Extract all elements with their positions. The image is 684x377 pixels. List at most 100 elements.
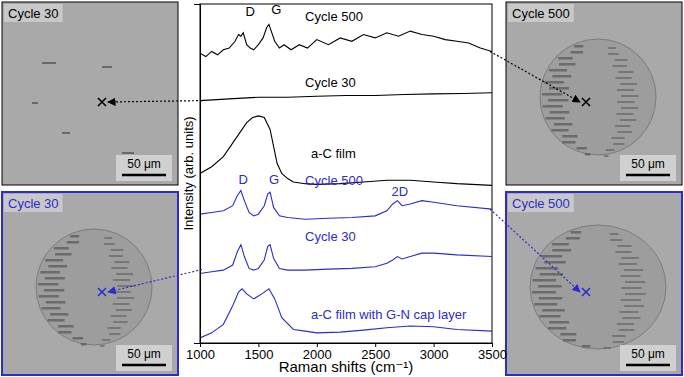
wear-streak xyxy=(615,251,631,253)
spectrum-line xyxy=(200,93,492,101)
wear-streak xyxy=(102,339,111,341)
surface-speck xyxy=(42,62,56,64)
wear-streak xyxy=(624,305,644,307)
wear-streak xyxy=(40,271,60,274)
wear-streak xyxy=(615,125,631,127)
scale-bar-label: 50 μm xyxy=(631,157,665,171)
probe-marker xyxy=(582,288,590,296)
scale-bar-label: 50 μm xyxy=(631,347,665,361)
wear-streak xyxy=(108,327,121,329)
wear-streak xyxy=(621,257,638,259)
spectrum-line xyxy=(200,245,492,274)
pointer-arrow xyxy=(490,209,580,292)
wear-streak xyxy=(100,345,105,347)
series-group xyxy=(200,24,492,338)
wear-streak xyxy=(113,303,130,305)
wear-streak xyxy=(55,253,71,256)
x-tick: 1500 xyxy=(244,343,273,362)
wear-streak xyxy=(542,255,562,258)
surface-speck xyxy=(122,152,134,154)
wear-streak xyxy=(625,293,645,295)
wear-streak xyxy=(117,297,134,299)
annotation: a-C film with G-N cap layer xyxy=(311,307,467,322)
wear-streak xyxy=(604,155,609,157)
micrograph-background xyxy=(506,192,682,375)
wear-streak xyxy=(624,269,643,271)
wear-streak xyxy=(543,105,563,108)
wear-streak xyxy=(111,249,124,251)
wear-streak xyxy=(549,87,569,90)
wear-streak xyxy=(615,59,628,61)
wear-streak xyxy=(532,291,556,294)
scale-bar-background xyxy=(116,155,172,181)
wear-streak xyxy=(38,283,58,286)
annotation: Cycle 500 xyxy=(305,9,363,24)
wear-streak xyxy=(621,287,641,289)
panel-label-background xyxy=(4,4,63,22)
wear-streak xyxy=(113,279,130,281)
annotation: G xyxy=(269,172,279,187)
wear-streak xyxy=(548,327,566,330)
panel-label: Cycle 500 xyxy=(512,196,570,211)
wear-streak xyxy=(552,249,571,252)
wear-streak xyxy=(560,333,576,336)
x-axis-title: Raman shifts (cm⁻¹) xyxy=(279,358,414,375)
x-tick: 3500 xyxy=(478,343,507,362)
wear-streak xyxy=(613,341,624,343)
x-tick: 1000 xyxy=(186,343,215,362)
wear-streak xyxy=(45,259,63,262)
wear-streak xyxy=(109,255,123,257)
annotation: 2D xyxy=(392,184,409,199)
wear-streak xyxy=(550,111,570,114)
wear-streak xyxy=(617,101,634,103)
wear-streak xyxy=(552,243,569,246)
wear-streak xyxy=(39,295,59,298)
scale-bar-background xyxy=(116,345,172,371)
x-tick: 3000 xyxy=(420,343,449,362)
wear-streak xyxy=(542,93,562,96)
figure: Cycle 3050 μmCycle 3050 μmCycle 50050 μm… xyxy=(0,0,684,377)
wear-streak xyxy=(114,261,129,263)
panel-label-background xyxy=(508,4,574,22)
scale-bar-background xyxy=(620,345,676,371)
wear-streak xyxy=(54,247,69,250)
pointer-arrow xyxy=(108,101,202,102)
wear-streak xyxy=(540,273,563,276)
surface-speck xyxy=(32,102,38,104)
wear-streak xyxy=(619,263,638,265)
micrograph-background xyxy=(2,2,178,185)
panel-label-background xyxy=(4,194,63,212)
x-tick-label: 1000 xyxy=(186,347,215,362)
wear-streak xyxy=(577,147,587,150)
wear-streak xyxy=(111,315,127,317)
wear-streak xyxy=(620,83,637,85)
wear-streak xyxy=(549,321,569,324)
wear-track xyxy=(36,229,152,345)
wear-streak xyxy=(608,53,619,55)
wear-streak xyxy=(620,119,636,121)
annotation: a-C film xyxy=(311,146,356,161)
wear-streak xyxy=(548,99,568,102)
wear-streak xyxy=(612,137,625,139)
wear-streak xyxy=(46,301,66,304)
wear-streak xyxy=(58,325,73,328)
wear-streak xyxy=(552,75,571,78)
wear-streak xyxy=(617,89,634,91)
wear-streak xyxy=(610,239,622,241)
wear-streak xyxy=(622,317,640,319)
micrograph: Cycle 3050 μm xyxy=(2,2,178,185)
wear-streak xyxy=(546,117,565,120)
probe-marker xyxy=(98,288,106,296)
wear-streak xyxy=(621,107,638,109)
wear-streak xyxy=(562,141,575,144)
wear-streak xyxy=(111,267,127,269)
wear-streak xyxy=(104,237,112,239)
annotation: D xyxy=(239,172,248,187)
plot-frame xyxy=(200,4,492,343)
wear-streak xyxy=(566,237,580,240)
wear-streak xyxy=(615,77,631,79)
wear-track xyxy=(530,225,666,349)
wear-streak xyxy=(606,149,615,151)
wear-streak xyxy=(610,233,619,235)
wear-streak xyxy=(67,241,79,244)
